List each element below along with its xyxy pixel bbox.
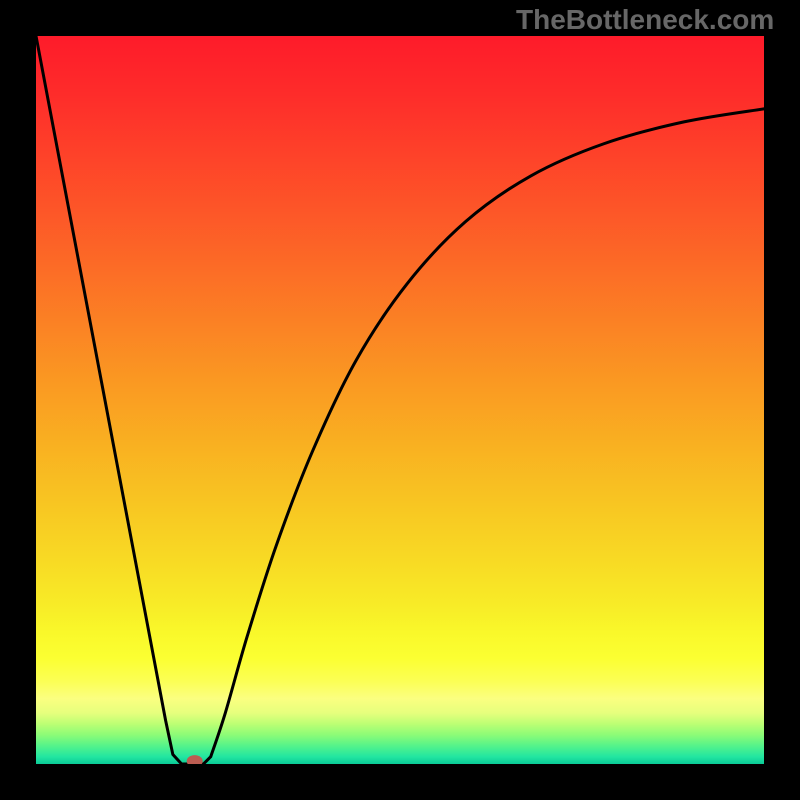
curve-path bbox=[36, 36, 764, 764]
plot-area bbox=[36, 36, 764, 764]
bottleneck-curve bbox=[36, 36, 764, 764]
watermark-text: TheBottleneck.com bbox=[516, 4, 774, 36]
optimal-marker bbox=[187, 755, 203, 764]
